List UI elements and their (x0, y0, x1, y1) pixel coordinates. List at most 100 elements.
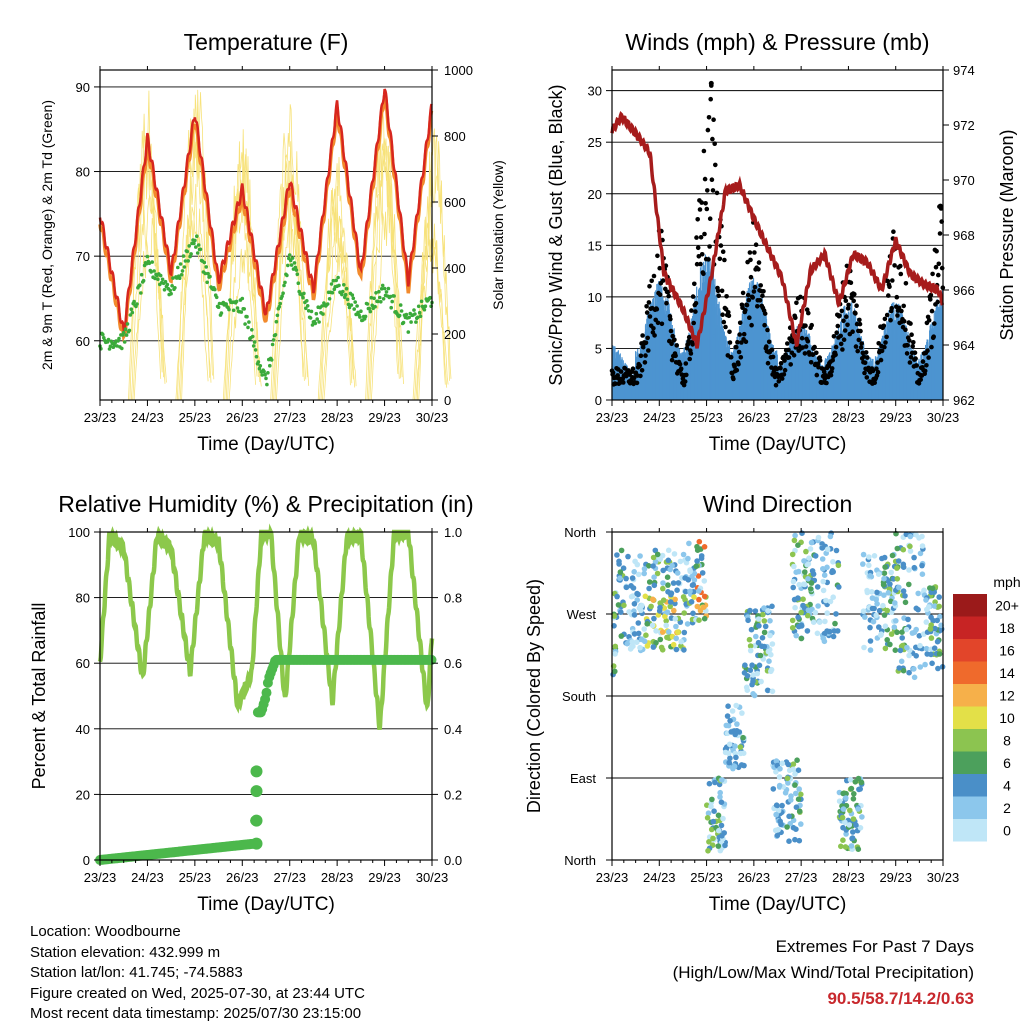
pressure-y-tick-label: 974 (953, 63, 975, 78)
gust-point (769, 347, 775, 353)
direction-point (733, 754, 739, 761)
gust-point (799, 335, 805, 341)
gust-point (646, 348, 651, 353)
gust-point (634, 380, 640, 386)
direction-point (892, 600, 898, 606)
gust-point (649, 278, 654, 284)
dewpoint-point (181, 254, 186, 258)
legend-label: 2 (1003, 800, 1011, 816)
dewpoint-point (428, 295, 432, 300)
gust-point-max (708, 80, 714, 86)
direction-point (928, 651, 934, 658)
gust-point (891, 229, 896, 234)
direction-point (936, 594, 942, 600)
gust-point (830, 358, 835, 363)
solar-insolation-line (178, 183, 212, 401)
direction-y-tick-label: East (570, 771, 596, 786)
direction-point (687, 568, 693, 575)
temperature-y-tick-label: 70 (76, 249, 90, 264)
direction-point (869, 605, 876, 612)
direction-point (896, 584, 902, 591)
direction-point (796, 837, 803, 844)
gust-point (712, 141, 717, 146)
gust-point (727, 329, 732, 335)
direction-point (686, 540, 692, 547)
direction-point (694, 547, 701, 553)
direction-point (792, 604, 798, 611)
gust-point (863, 350, 869, 355)
humidity-y-tick-label: 20 (76, 787, 90, 802)
dewpoint-point (258, 364, 263, 368)
direction-point (931, 645, 938, 651)
direction-point (719, 777, 725, 783)
direction-point (814, 630, 821, 637)
solar-insolation-line (228, 248, 262, 401)
direction-point (860, 561, 866, 567)
gust-point (665, 289, 671, 295)
gust-point (890, 278, 895, 283)
dewpoint-point (404, 312, 409, 317)
direction-point (821, 572, 828, 578)
gust-point (913, 356, 918, 361)
dewpoint-point (347, 305, 352, 310)
dewpoint-point (185, 249, 190, 254)
direction-point (864, 587, 870, 594)
pressure-line (610, 111, 945, 349)
direction-point (699, 570, 706, 576)
direction-point (917, 642, 923, 649)
temperature-x-tick-label: 30/23 (416, 410, 449, 425)
direction-point (650, 554, 657, 561)
dewpoint-point (381, 297, 386, 301)
pressure-y-tick-label: 970 (953, 173, 975, 188)
direction-point (698, 553, 705, 559)
direction-point (913, 644, 919, 651)
direction-point (836, 798, 843, 804)
direction-point (775, 826, 781, 833)
gust-point (698, 235, 704, 240)
gust-point (717, 256, 723, 262)
direction-point (820, 635, 826, 641)
dewpoint-point (106, 337, 111, 342)
gust-point (752, 284, 758, 290)
direction-point (866, 554, 872, 560)
gust-point (881, 323, 887, 329)
gust-point (798, 294, 803, 300)
legend-label: 6 (1003, 755, 1011, 771)
direction-point (876, 607, 883, 614)
precip-y-tick-label: 0.8 (444, 591, 462, 606)
direction-point (836, 584, 842, 590)
dewpoint-point (280, 294, 284, 299)
dewpoint-point (101, 332, 105, 337)
legend-label: 10 (999, 710, 1015, 726)
gust-point (657, 292, 663, 298)
direction-point (657, 600, 663, 606)
solar-y-tick-label: 0 (444, 393, 451, 408)
direction-point (760, 611, 766, 618)
direction-point (621, 602, 627, 609)
gust-point (785, 341, 790, 346)
dewpoint-point (216, 305, 221, 310)
dewpoint-point (204, 265, 208, 269)
direction-point (617, 575, 623, 582)
direction-point (934, 638, 941, 645)
gust-point (814, 372, 820, 378)
dewpoint-point (165, 282, 170, 287)
dewpoint-point (205, 280, 209, 285)
gust-point (642, 360, 648, 365)
direction-point (673, 623, 679, 630)
dewpoint-point (150, 260, 154, 264)
humidity-x-tick-label: 27/23 (273, 870, 306, 885)
gust-point (926, 355, 931, 360)
direction-point (794, 757, 800, 763)
legend-title: mph (993, 574, 1020, 590)
gust-point (762, 322, 767, 328)
direction-point (927, 626, 934, 632)
direction-point (878, 631, 884, 637)
temperature-xlabel: Time (Day/UTC) (197, 434, 335, 455)
dewpoint-point (340, 292, 344, 297)
dewpoint-point (182, 265, 187, 269)
dewpoint-point (286, 263, 290, 268)
dewpoint-point (179, 273, 184, 277)
direction-point (768, 668, 774, 675)
direction-point (847, 807, 853, 814)
